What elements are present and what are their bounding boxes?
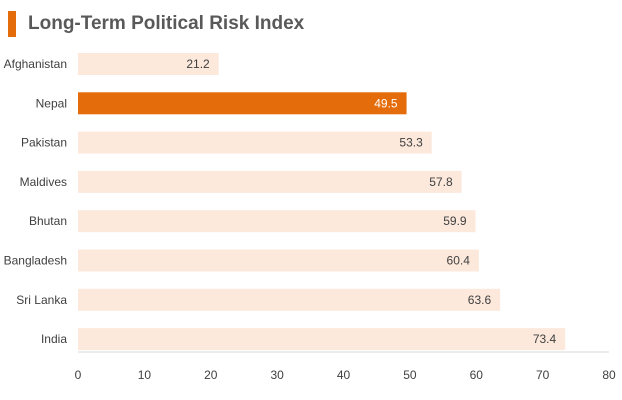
x-tick-label: 70: [536, 368, 550, 382]
category-label: Pakistan: [21, 136, 67, 150]
category-label: Bangladesh: [4, 254, 67, 268]
bar-india: [78, 328, 566, 351]
value-label: 21.2: [186, 57, 210, 71]
x-tick-label: 0: [75, 368, 82, 382]
x-tick-label: 80: [602, 368, 616, 382]
x-tick-labels-group: 0 10 20 30 40 50 60 70 80: [75, 368, 616, 382]
category-label: Nepal: [36, 96, 67, 110]
x-tick-label: 50: [403, 368, 417, 382]
category-label: Maldives: [20, 175, 67, 189]
category-label: Bhutan: [29, 214, 67, 228]
x-tick-label: 10: [138, 368, 152, 382]
value-label: 63.6: [468, 293, 492, 307]
bar-nepal: [78, 92, 407, 115]
title-accent-bar: [8, 11, 16, 37]
bar-bangladesh: [78, 249, 479, 272]
value-label: 57.8: [429, 175, 453, 189]
chart-title: Long-Term Political Risk Index: [28, 13, 305, 34]
x-tick-label: 40: [337, 368, 351, 382]
value-label: 73.4: [533, 332, 557, 346]
value-label: 49.5: [374, 96, 398, 110]
x-tick-label: 60: [470, 368, 484, 382]
x-tick-label: 20: [204, 368, 218, 382]
category-label: Afghanistan: [4, 57, 67, 71]
value-label: 53.3: [399, 136, 423, 150]
category-labels-group: Afghanistan Nepal Pakistan Maldives Bhutan Ba…: [4, 57, 68, 346]
value-label: 60.4: [447, 254, 471, 268]
chart-header: Long-Term Political Risk Index: [8, 10, 304, 38]
bar-bhutan: [78, 210, 476, 233]
bar-afghanistan: [78, 53, 219, 75]
bars-group: [78, 53, 566, 351]
value-labels-group: 21.2 49.5 53.3 57.8 59.9 60.4 63.6 73.4: [186, 57, 556, 346]
value-label: 59.9: [443, 214, 467, 228]
bar-pakistan: [78, 131, 432, 154]
category-label: India: [41, 332, 67, 346]
x-tick-label: 30: [270, 368, 284, 382]
bar-maldives: [78, 170, 462, 193]
category-label: Sri Lanka: [16, 293, 67, 307]
bar-sri-lanka: [78, 288, 501, 311]
